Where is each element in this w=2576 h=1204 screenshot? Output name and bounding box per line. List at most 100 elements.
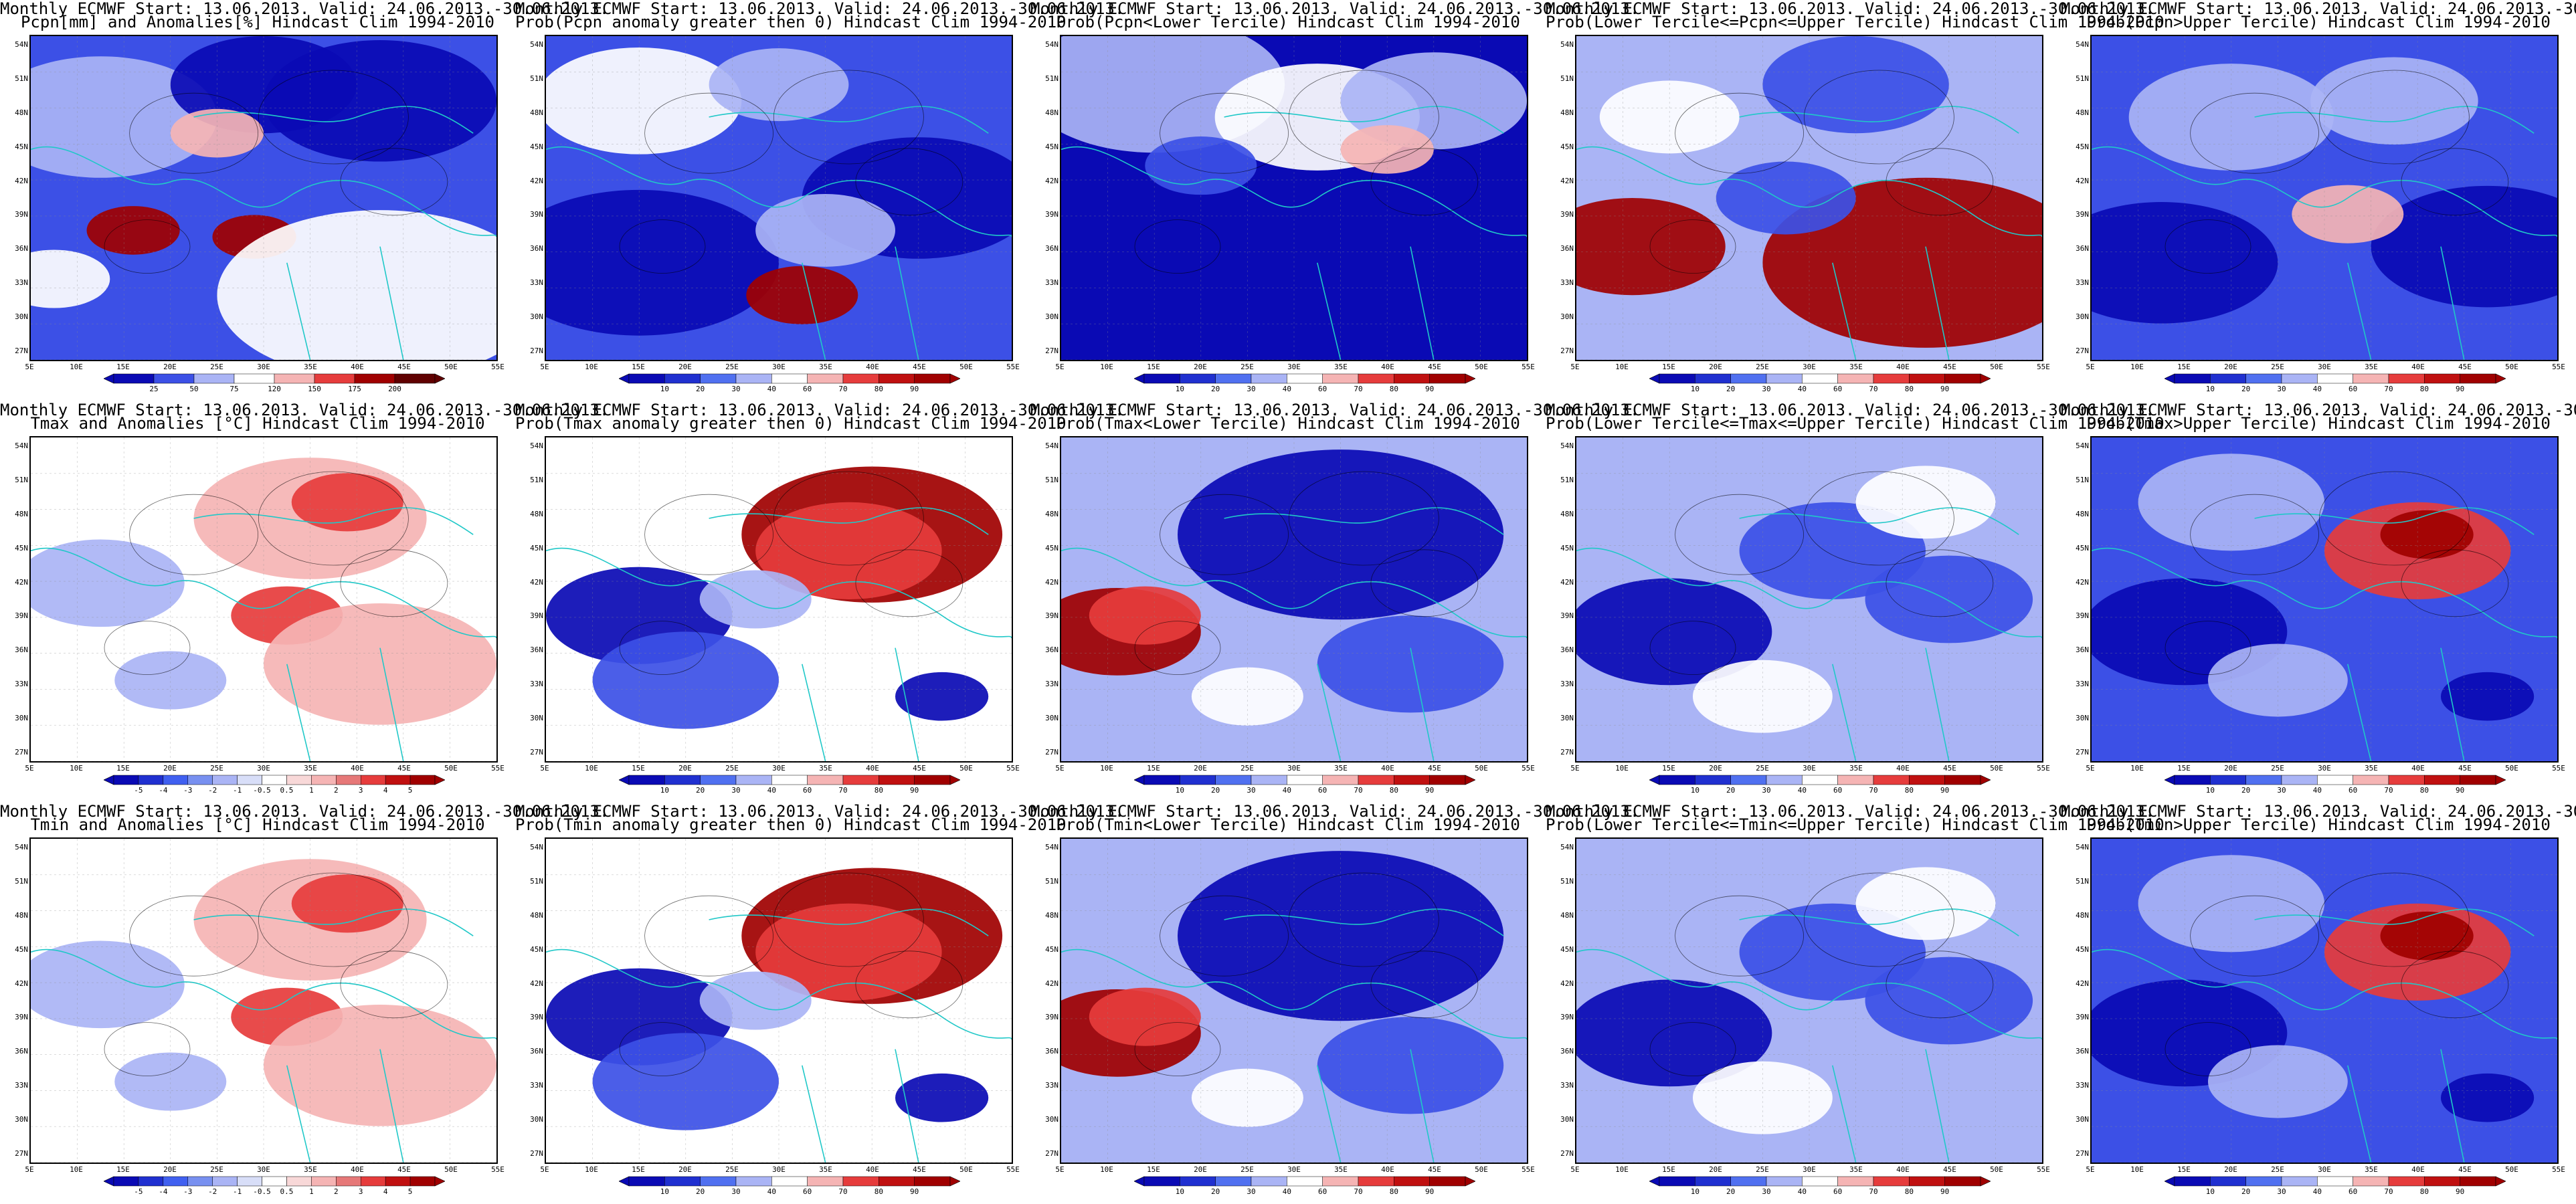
lon-tick-label: 30E xyxy=(772,1165,786,1174)
colorbar-label: 70 xyxy=(1354,385,1363,393)
contour-line xyxy=(855,549,963,617)
lon-tick-label: 35E xyxy=(819,363,832,371)
anomaly-region xyxy=(1089,987,1201,1046)
lat-tick-label: 39N xyxy=(530,611,543,621)
panel-title-line1: Monthly ECMWF Start: 13.06.2013. Valid: … xyxy=(2061,802,2576,821)
map-panel: Monthly ECMWF Start: 13.06.2013. Valid: … xyxy=(1030,803,1639,1204)
colorbar-label: -2 xyxy=(208,786,217,795)
lon-tick-label: 40E xyxy=(351,1165,364,1174)
map-plot xyxy=(1060,35,1528,361)
anomaly-region xyxy=(1317,615,1504,713)
colorbar-swatch xyxy=(153,373,195,384)
lat-tick-label: 48N xyxy=(15,509,28,518)
contour-line xyxy=(129,895,259,977)
colorbar-label: -1 xyxy=(232,786,242,795)
lon-tick-label: 50E xyxy=(959,764,973,773)
colorbar-swatch xyxy=(1944,1176,1981,1187)
anomaly-region xyxy=(755,193,895,267)
anomaly-region xyxy=(546,189,779,336)
map-panel: Monthly ECMWF Start: 13.06.2013. Valid: … xyxy=(2061,401,2576,803)
map-field xyxy=(2092,36,2557,360)
map-panel: Monthly ECMWF Start: 13.06.2013. Valid: … xyxy=(0,0,609,401)
anomaly-region xyxy=(2441,1073,2535,1122)
colorbar-label: 80 xyxy=(2419,385,2429,393)
lon-tick-label: 15E xyxy=(632,1165,645,1174)
contour-line xyxy=(2190,494,2320,575)
anomaly-region xyxy=(291,874,403,933)
panel-title-line1: Monthly ECMWF Start: 13.06.2013. Valid: … xyxy=(2061,401,2576,419)
lon-tick-label: 55E xyxy=(491,764,504,773)
lon-tick-label: 20E xyxy=(678,764,692,773)
panel-title-line2: Tmax and Anomalies [°C] Hindcast Clim 19… xyxy=(30,414,485,433)
colorbar-swatch xyxy=(807,1176,844,1187)
colorbar-swatch xyxy=(735,1176,772,1187)
colorbar-swatch xyxy=(1802,775,1838,785)
colorbar-label: 10 xyxy=(2205,1187,2215,1196)
colorbar-swatch xyxy=(237,775,262,785)
lat-tick-label: 30N xyxy=(1045,1115,1059,1124)
colorbar-swatch xyxy=(394,373,436,384)
colorbar xyxy=(2165,1176,2506,1187)
colorbar-swatch xyxy=(286,775,312,785)
colorbar-label: 70 xyxy=(1869,385,1878,393)
panel-title-line1: Monthly ECMWF Start: 13.06.2013. Valid: … xyxy=(1030,401,1640,419)
colorbar-swatch xyxy=(237,1176,262,1187)
colorbar-swatch xyxy=(842,775,879,785)
lon-tick-label: 15E xyxy=(632,363,645,371)
colorbar-swatch xyxy=(1802,1176,1838,1187)
lon-tick-label: 50E xyxy=(1475,1165,1488,1174)
colorbar-swatch xyxy=(2460,775,2496,785)
lat-tick-label: 36N xyxy=(1560,645,1574,655)
lat-tick-label: 39N xyxy=(15,611,28,621)
colorbar-arrow-high xyxy=(2495,373,2506,384)
lon-tick-label: 10E xyxy=(1615,1165,1629,1174)
colorbar-arrow-high xyxy=(1465,373,1475,384)
colorbar-label: 20 xyxy=(696,385,705,393)
lat-tick-label: 42N xyxy=(15,577,28,587)
anomaly-region xyxy=(1576,578,1772,686)
colorbar-swatch xyxy=(1180,373,1216,384)
anomaly-region xyxy=(1576,198,1726,296)
map-field xyxy=(31,36,496,360)
contour-line xyxy=(2401,549,2509,617)
lon-tick-label: 15E xyxy=(2177,764,2191,773)
colorbar-label: 120 xyxy=(268,385,281,393)
colorbar-swatch xyxy=(1695,1176,1731,1187)
lat-tick-label: 30N xyxy=(1560,312,1574,322)
lat-tick-label: 30N xyxy=(15,714,28,723)
contour-line xyxy=(2190,92,2320,174)
panel-title-line2: Prob(Lower Tercile<=Pcpn<=Upper Tercile)… xyxy=(1546,13,2165,31)
colorbar-swatch xyxy=(234,373,275,384)
colorbar-swatch xyxy=(879,1176,915,1187)
lat-tick-label: 42N xyxy=(2076,577,2089,587)
colorbar-label: 90 xyxy=(2456,786,2465,795)
anomaly-region xyxy=(291,473,403,532)
lon-tick-label: 35E xyxy=(2365,363,2378,371)
lon-tick-label: 55E xyxy=(491,363,504,371)
panel-title-line1: Monthly ECMWF Start: 13.06.2013. Valid: … xyxy=(515,0,1125,18)
contour-line xyxy=(2401,950,2509,1019)
lon-tick-label: 25E xyxy=(1756,363,1769,371)
contour-line xyxy=(340,148,448,216)
map-panel: Monthly ECMWF Start: 13.06.2013. Valid: … xyxy=(0,401,609,803)
anomaly-region xyxy=(1855,867,1996,940)
lat-tick-label: 54N xyxy=(1045,843,1059,851)
colorbar-swatch xyxy=(2281,1176,2318,1187)
colorbar-label: 70 xyxy=(1354,786,1363,795)
lat-tick-label: 33N xyxy=(15,1081,28,1090)
contour-line xyxy=(1288,471,1439,566)
colorbar-label: 20 xyxy=(2241,385,2251,393)
lon-tick-label: 25E xyxy=(725,363,739,371)
colorbar-label: 30 xyxy=(731,786,741,795)
anomaly-region xyxy=(1865,957,2033,1045)
colorbar-arrow-high xyxy=(1465,1176,1475,1187)
lat-tick-label: 27N xyxy=(2076,748,2089,757)
lon-tick-label: 30E xyxy=(257,1165,270,1174)
lon-tick-label: 40E xyxy=(1381,1165,1394,1174)
contour-line xyxy=(1675,895,1805,977)
lat-tick-label: 36N xyxy=(530,1047,543,1056)
colorbar-label: 3 xyxy=(358,1187,363,1196)
lat-tick-label: 36N xyxy=(1560,1047,1574,1056)
colorbar-label: 90 xyxy=(910,385,919,393)
contour-line xyxy=(1885,950,1994,1019)
